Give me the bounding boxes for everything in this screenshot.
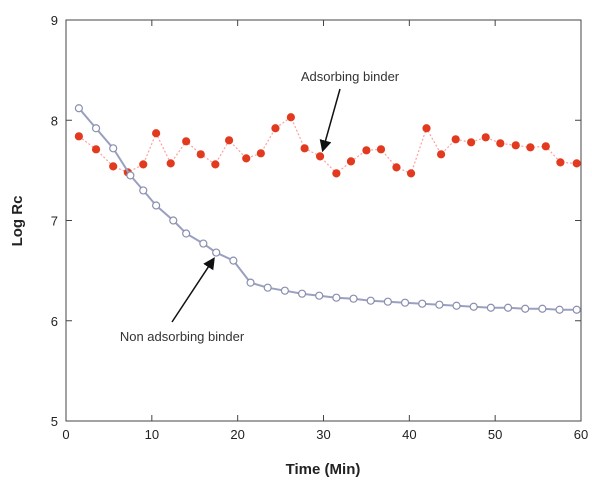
data-point — [199, 239, 208, 248]
data-point — [315, 291, 324, 300]
annotation-non-adsorbing: Non adsorbing binder — [120, 329, 245, 344]
data-point — [511, 141, 520, 150]
data-point — [196, 150, 205, 159]
data-point — [349, 294, 358, 303]
x-tick-label: 40 — [402, 427, 416, 442]
y-axis-ticks: 5 6 7 8 9 — [51, 13, 581, 429]
y-tick-label: 8 — [51, 113, 58, 128]
data-point — [297, 289, 307, 298]
data-point — [74, 132, 83, 141]
data-point — [300, 144, 309, 153]
data-point — [346, 157, 356, 166]
data-point — [418, 299, 427, 308]
data-point — [435, 300, 444, 309]
x-tick-label: 20 — [230, 427, 244, 442]
data-point — [109, 144, 118, 153]
data-point — [280, 286, 289, 295]
data-point — [526, 143, 535, 152]
annotation-layer: Adsorbing binder Non adsorbing binder — [120, 69, 400, 344]
x-tick-label: 30 — [316, 427, 330, 442]
x-tick-label: 10 — [145, 427, 159, 442]
data-point — [383, 297, 392, 306]
annotation-arrow-adsorbing — [319, 88, 341, 153]
data-point — [315, 152, 325, 161]
data-point — [521, 304, 530, 313]
y-tick-label: 5 — [51, 414, 58, 429]
data-point — [212, 248, 221, 257]
data-point — [169, 216, 178, 225]
data-point — [332, 293, 341, 302]
data-point — [538, 304, 547, 313]
data-point — [481, 133, 490, 142]
x-tick-label: 60 — [574, 427, 588, 442]
data-point — [256, 149, 265, 158]
data-point — [486, 303, 495, 312]
data-point — [436, 150, 446, 159]
data-point — [246, 278, 255, 287]
data-point — [467, 138, 476, 147]
data-point — [469, 302, 478, 311]
data-point — [152, 129, 161, 138]
data-point — [224, 136, 234, 145]
data-point — [400, 298, 410, 307]
data-point — [182, 229, 191, 238]
data-point — [366, 296, 375, 305]
series-layer — [74, 104, 581, 314]
data-point — [362, 146, 371, 155]
y-axis-title: Log Rc — [9, 196, 26, 247]
x-tick-label: 50 — [488, 427, 502, 442]
data-point — [286, 113, 295, 122]
data-point — [376, 145, 386, 154]
data-point — [166, 159, 175, 168]
plot-area — [65, 19, 582, 422]
y-tick-label: 6 — [51, 314, 58, 329]
data-point — [572, 159, 581, 168]
data-point — [332, 169, 341, 178]
data-point — [91, 124, 101, 133]
data-point — [555, 305, 564, 314]
data-point — [139, 160, 148, 169]
data-point — [109, 162, 118, 171]
data-point — [126, 171, 135, 180]
annotation-adsorbing: Adsorbing binder — [301, 69, 400, 84]
data-point — [406, 169, 416, 178]
data-point — [451, 135, 460, 144]
data-point — [496, 139, 505, 148]
y-tick-label: 7 — [51, 214, 58, 229]
x-axis-title: Time (Min) — [286, 461, 361, 478]
data-point — [556, 158, 565, 167]
y-tick-label: 9 — [51, 13, 58, 28]
data-point — [392, 163, 401, 172]
x-tick-label: 0 — [62, 427, 69, 442]
data-point — [74, 104, 83, 113]
series-line-0 — [78, 116, 577, 175]
data-point — [139, 186, 148, 195]
data-point — [182, 137, 191, 146]
data-point — [152, 201, 161, 210]
data-point — [91, 145, 101, 154]
data-point — [242, 154, 251, 163]
data-point — [211, 160, 220, 169]
data-point — [271, 124, 280, 133]
data-point — [452, 301, 461, 310]
x-axis-ticks: 0 10 20 30 40 50 60 — [62, 20, 588, 442]
annotation-arrow-non-adsorbing — [171, 257, 215, 323]
data-point — [572, 305, 581, 314]
data-point — [541, 142, 550, 151]
data-point — [422, 124, 431, 133]
data-point — [263, 283, 272, 292]
data-point — [229, 256, 238, 265]
data-point — [503, 303, 513, 312]
